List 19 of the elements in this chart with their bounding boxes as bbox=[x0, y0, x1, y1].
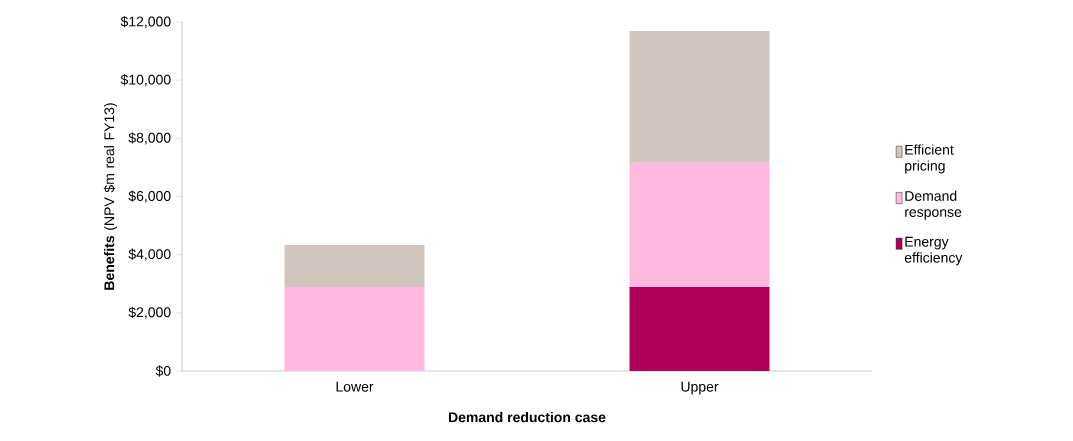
y-tick-label: $4,000 bbox=[128, 248, 171, 261]
bar bbox=[629, 31, 770, 163]
x-tick-label: Upper bbox=[681, 381, 719, 395]
y-tick-label: $8,000 bbox=[128, 132, 171, 145]
y-axis-title: Benefits (NPV $m real FY13) bbox=[103, 103, 118, 290]
x-axis-title: Demand reduction case bbox=[448, 411, 606, 423]
y-tick-label: $2,000 bbox=[128, 306, 171, 319]
y-tick-label: $0 bbox=[155, 365, 171, 377]
legend-label: Energy efficiency bbox=[904, 236, 963, 266]
bar bbox=[629, 286, 770, 371]
legend-label: Efficient pricing bbox=[905, 144, 954, 174]
y-tick-label: $6,000 bbox=[128, 190, 171, 203]
y-tick-label: $10,000 bbox=[120, 74, 171, 87]
legend-label: Demand response bbox=[905, 190, 962, 220]
y-tick-label: $12,000 bbox=[120, 15, 171, 29]
bar bbox=[284, 286, 425, 371]
x-tick-label: Lower bbox=[336, 381, 374, 392]
bar bbox=[629, 162, 770, 287]
bar bbox=[284, 245, 425, 287]
